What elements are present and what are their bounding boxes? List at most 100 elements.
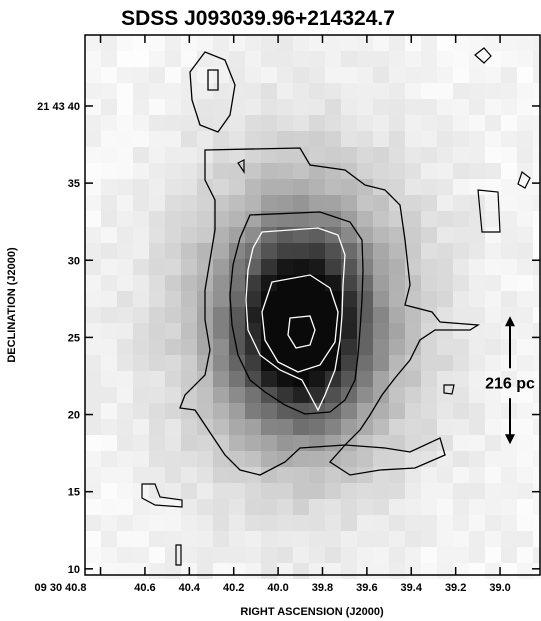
pixel xyxy=(373,83,389,99)
pixel xyxy=(469,435,485,451)
pixel xyxy=(277,259,293,275)
pixel xyxy=(85,147,101,163)
pixel xyxy=(165,355,181,371)
pixel xyxy=(165,35,181,51)
pixel xyxy=(309,403,325,419)
pixel xyxy=(117,499,133,515)
pixel xyxy=(405,195,421,211)
pixel xyxy=(437,163,453,179)
pixel xyxy=(325,147,341,163)
pixel xyxy=(453,179,469,195)
pixel xyxy=(149,67,165,83)
pixel xyxy=(165,435,181,451)
pixel xyxy=(517,211,533,227)
contour-level-1 xyxy=(179,147,481,476)
pixel xyxy=(373,275,389,291)
pixel xyxy=(197,83,213,99)
pixel xyxy=(181,259,197,275)
pixel xyxy=(453,259,469,275)
pixel xyxy=(101,131,117,147)
pixel xyxy=(197,371,213,387)
pixel xyxy=(453,195,469,211)
pixel xyxy=(149,355,165,371)
pixel xyxy=(277,563,293,579)
pixel xyxy=(261,227,277,243)
pixel xyxy=(85,35,101,51)
pixel xyxy=(373,179,389,195)
pixel xyxy=(85,371,101,387)
pixel xyxy=(357,179,373,195)
contour-level-1-north xyxy=(189,51,236,133)
pixel xyxy=(533,499,541,515)
pixel xyxy=(149,179,165,195)
pixel xyxy=(437,131,453,147)
pixel xyxy=(405,83,421,99)
pixel xyxy=(213,307,229,323)
pixel xyxy=(181,275,197,291)
pixel xyxy=(197,131,213,147)
pixel xyxy=(517,339,533,355)
pixel xyxy=(277,99,293,115)
pixel xyxy=(261,131,277,147)
y-tick-label: 10 xyxy=(68,564,80,576)
pixel xyxy=(213,275,229,291)
pixel xyxy=(85,355,101,371)
pixel xyxy=(357,323,373,339)
pixel xyxy=(149,323,165,339)
plot-border xyxy=(84,34,541,576)
pixel xyxy=(165,371,181,387)
pixel xyxy=(533,435,541,451)
pixel xyxy=(213,99,229,115)
pixel xyxy=(357,547,373,563)
pixel xyxy=(405,499,421,515)
pixel xyxy=(229,227,245,243)
pixel xyxy=(165,499,181,515)
pixel xyxy=(485,67,501,83)
pixel xyxy=(229,403,245,419)
pixel xyxy=(389,323,405,339)
pixel xyxy=(277,483,293,499)
pixel xyxy=(277,499,293,515)
pixel xyxy=(165,179,181,195)
pixel xyxy=(117,435,133,451)
pixel xyxy=(501,531,517,547)
x-tick-label: 40.4 xyxy=(179,582,201,594)
pixel xyxy=(421,403,437,419)
pixel xyxy=(405,483,421,499)
pixel xyxy=(437,115,453,131)
pixel xyxy=(405,179,421,195)
pixel xyxy=(229,371,245,387)
pixel xyxy=(341,179,357,195)
pixel xyxy=(517,51,533,67)
pixel xyxy=(117,163,133,179)
pixel xyxy=(197,515,213,531)
pixel xyxy=(421,67,437,83)
pixel xyxy=(245,323,261,339)
pixel xyxy=(437,147,453,163)
pixel xyxy=(325,467,341,483)
pixel xyxy=(85,115,101,131)
pixel xyxy=(277,307,293,323)
pixel xyxy=(117,67,133,83)
pixel xyxy=(149,195,165,211)
pixel xyxy=(501,563,517,579)
pixel xyxy=(293,51,309,67)
pixel xyxy=(325,131,341,147)
pixel xyxy=(229,547,245,563)
pixel xyxy=(357,115,373,131)
pixel xyxy=(357,35,373,51)
pixel xyxy=(501,227,517,243)
pixel xyxy=(197,339,213,355)
pixel-grid xyxy=(85,35,541,579)
pixel xyxy=(437,467,453,483)
pixel xyxy=(437,419,453,435)
pixel xyxy=(277,147,293,163)
pixel xyxy=(245,467,261,483)
pixel xyxy=(421,483,437,499)
pixel xyxy=(405,131,421,147)
pixel xyxy=(117,259,133,275)
pixel xyxy=(389,147,405,163)
pixel xyxy=(469,387,485,403)
pixel xyxy=(245,547,261,563)
pixel xyxy=(181,291,197,307)
